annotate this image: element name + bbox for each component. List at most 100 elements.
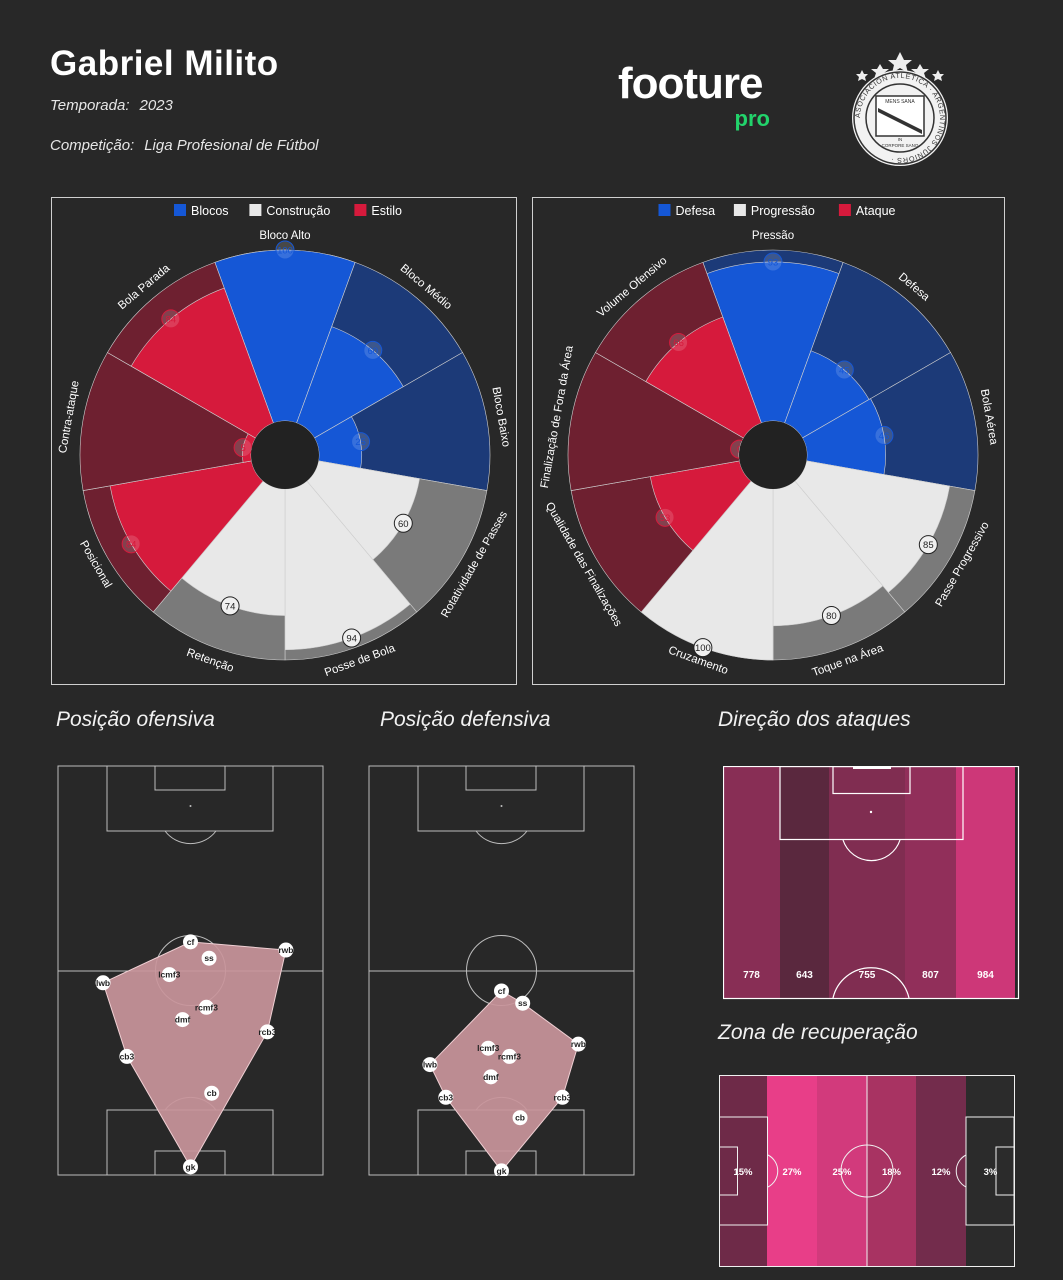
value-label-defesa: 45 bbox=[839, 366, 850, 377]
player-label-cb3: cb3 bbox=[120, 1051, 135, 1061]
player-gk: gk bbox=[183, 1159, 198, 1175]
category-label-bola-aerea: Bola Aérea bbox=[978, 388, 1000, 446]
player-dmf: dmf bbox=[483, 1069, 499, 1085]
top-goal-area bbox=[465, 765, 537, 791]
value-label-posicional: 84 bbox=[126, 539, 137, 550]
legend-swatch-ataque bbox=[838, 204, 851, 216]
polar-center-hole bbox=[251, 421, 319, 489]
recovery-zone-6 bbox=[966, 1075, 1015, 1267]
player-label-ss: ss bbox=[204, 953, 214, 963]
value-marker-qualidade-das-finalizacoes bbox=[655, 507, 675, 527]
legend-label-construcao: Construção bbox=[266, 204, 330, 218]
recovery-center-circle bbox=[840, 1144, 894, 1198]
logo-word: footure bbox=[618, 59, 764, 108]
player-cf: cf bbox=[183, 934, 198, 950]
performance-polar-chart: Defesa Progressão Ataque93Pressão45Defesa4… bbox=[538, 204, 1000, 679]
footure-pro-logo: footure pro bbox=[618, 62, 778, 132]
value-marker-defesa bbox=[834, 360, 854, 380]
attack-lane-value-2: 643 bbox=[796, 970, 813, 981]
player-dot-rcmf3 bbox=[501, 1048, 517, 1064]
polar-center-hole bbox=[739, 421, 807, 489]
value-label-bloco-baixo: 25 bbox=[355, 437, 366, 448]
recovery-zone-value-6: 3% bbox=[984, 1167, 998, 1178]
player-label-rwb: rwb bbox=[571, 1039, 586, 1049]
legend-item-estilo: Estilo bbox=[354, 204, 402, 218]
player-cf: cf bbox=[494, 983, 509, 999]
player-ss: ss bbox=[201, 950, 217, 966]
player-label-rcb3: rcb3 bbox=[553, 1092, 571, 1102]
player-label-cb: cb bbox=[207, 1088, 217, 1098]
season-line: Temporada: 2023 bbox=[50, 97, 173, 114]
competition-line: Competição: Liga Profesional de Fútbol bbox=[50, 137, 319, 154]
player-lwb: lwb bbox=[95, 975, 111, 991]
attack-center-arc bbox=[832, 967, 910, 999]
player-dot-ss bbox=[515, 995, 531, 1011]
value-marker-volume-ofensivo bbox=[669, 332, 689, 352]
crest-motto-mid: IN bbox=[898, 137, 903, 142]
top-penalty-spot bbox=[500, 805, 503, 807]
value-label-bloco-medio: 60 bbox=[368, 346, 379, 357]
player-label-lcmf3: lcmf3 bbox=[477, 1043, 499, 1053]
value-label-toque-na-area: 80 bbox=[826, 611, 837, 622]
value-label-rotatividade-de-passes: 60 bbox=[398, 519, 409, 530]
player-gk: gk bbox=[494, 1163, 509, 1179]
attack-lane-4 bbox=[905, 766, 956, 998]
player-dot-lcmf3 bbox=[161, 967, 177, 983]
player-dot-rcmf3 bbox=[198, 999, 214, 1015]
recovery-zone-value-5: 12% bbox=[931, 1167, 951, 1178]
legend-swatch-estilo bbox=[354, 204, 367, 216]
player-dot-rwb bbox=[570, 1036, 586, 1052]
player-dot-ss bbox=[201, 950, 217, 966]
value-marker-bloco-medio bbox=[363, 340, 383, 360]
recovery-zone-value-3: 25% bbox=[832, 1167, 852, 1178]
player-label-lwb: lwb bbox=[423, 1060, 437, 1070]
player-cb3: cb3 bbox=[119, 1048, 135, 1064]
player-dot-cb3 bbox=[438, 1089, 454, 1105]
attack-lane-value-5: 984 bbox=[977, 970, 994, 981]
legend-item-blocos: Blocos bbox=[174, 204, 229, 218]
value-marker-bola-aerea bbox=[874, 425, 894, 445]
club-crest: ASOCIACION ATLETICA · ARGENTINOS JUNIORS… bbox=[848, 50, 952, 168]
value-label-bola-parada: 84 bbox=[166, 314, 177, 325]
player-dot-gk bbox=[494, 1163, 509, 1179]
attack-lane-value-1: 778 bbox=[743, 970, 760, 981]
recovery-zone-1 bbox=[719, 1075, 767, 1267]
player-label-rwb: rwb bbox=[278, 945, 293, 955]
player-dot-rwb bbox=[278, 942, 294, 958]
player-label-cf: cf bbox=[187, 937, 195, 947]
player-label-gk: gk bbox=[186, 1162, 196, 1172]
attack-lane-value-3: 755 bbox=[859, 970, 876, 981]
formation-area bbox=[429, 990, 579, 1172]
offensive-position-title: Posição ofensiva bbox=[56, 708, 215, 731]
player-dot-rcb3 bbox=[554, 1089, 570, 1105]
player-cb: cb bbox=[512, 1110, 528, 1126]
legend-label-defesa: Defesa bbox=[676, 204, 716, 218]
player-rwb: rwb bbox=[570, 1036, 586, 1052]
category-label-bloco-alto: Bloco Alto bbox=[259, 230, 310, 242]
crest-motto-bot: CORPORE SANO bbox=[882, 143, 919, 148]
value-marker-pressao bbox=[763, 252, 783, 272]
player-rcmf3: rcmf3 bbox=[195, 999, 218, 1015]
recovery-zone-2 bbox=[767, 1075, 817, 1267]
value-label-posse-de-bola: 94 bbox=[346, 633, 357, 644]
player-label-cb: cb bbox=[515, 1113, 525, 1123]
player-label-rcb3: rcb3 bbox=[258, 1027, 276, 1037]
attack-lane-value-4: 807 bbox=[922, 970, 939, 981]
competition-value: Liga Profesional de Fútbol bbox=[144, 137, 319, 154]
performance-radar-panel: Defesa Progressão Ataque 93 Pressão 45 Defesa 4… bbox=[532, 197, 1005, 685]
player-dot-lwb bbox=[95, 975, 111, 991]
coach-name: Gabriel Milito bbox=[50, 44, 279, 83]
legend-item-progressao: Progressão bbox=[733, 204, 815, 218]
value-label-volume-ofensivo: 66 bbox=[673, 338, 684, 349]
legend-item-defesa: Defesa bbox=[658, 204, 716, 218]
legend-swatch-blocos bbox=[174, 204, 186, 216]
player-lcmf3: lcmf3 bbox=[158, 967, 181, 983]
player-label-rcmf3: rcmf3 bbox=[498, 1051, 521, 1061]
player-dot-cb bbox=[204, 1085, 220, 1101]
legend-item-construcao: Construção bbox=[249, 204, 330, 218]
defensive-formation-pitch: cf ss rwb lcmf3 rcmf3 lwb dmf cb3 rcb3 cb gk bbox=[368, 765, 635, 1181]
player-lcmf3: lcmf3 bbox=[477, 1040, 500, 1056]
player-rwb: rwb bbox=[278, 942, 294, 958]
legend-swatch-progressao bbox=[733, 204, 746, 216]
top-penalty-arc bbox=[164, 830, 217, 845]
